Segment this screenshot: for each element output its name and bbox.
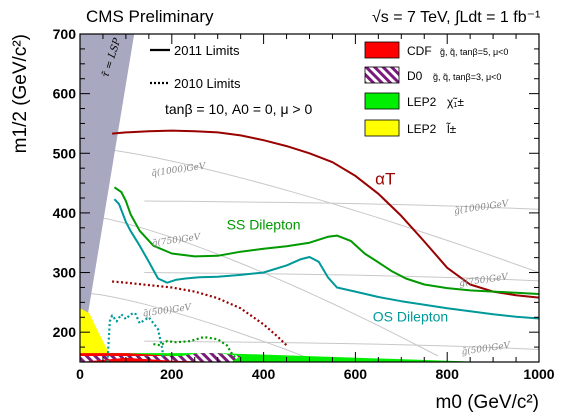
iso-mass-label: g̃(750)GeV [459, 271, 511, 289]
iso-mass-label: g̃(500)GeV [461, 340, 513, 358]
legend-2011-label: 2011 Limits [174, 43, 240, 58]
y-tick-label: 600 [53, 86, 77, 102]
squark-iso-line [89, 146, 539, 273]
iso-mass-label: g̃(1000)GeV [453, 198, 510, 217]
header-right: √s = 7 TeV, ∫Ldt = 1 fb⁻¹ [372, 9, 540, 26]
x-tick-label: 600 [344, 366, 368, 382]
legend-lep2-slepton-label: LEP2 [407, 122, 437, 136]
iso-mass-labels: q̃(1000)GeVq̃(750)GeVq̃(500)GeVg̃(1000)G… [142, 160, 513, 357]
legend-lep2-chargino-detail: χ̃₁± [447, 95, 464, 109]
legend-d0-detail: g̃, q̃, tanβ=3, μ<0 [433, 72, 502, 82]
x-tick-label: 0 [76, 366, 84, 382]
legend-cdf-label: CDF [407, 44, 432, 58]
legend-2010-label: 2010 Limits [174, 76, 241, 91]
y-tick-label: 500 [53, 145, 77, 161]
legend-lep2-chargino-label: LEP2 [407, 95, 437, 109]
d0-region [80, 353, 241, 362]
y-axis-label: m1/2 (GeV/c²) [10, 34, 31, 153]
iso-mass-lines [89, 146, 539, 362]
y-tick-label: 700 [53, 26, 77, 42]
curve-label: SS Dilepton [227, 217, 301, 233]
lsp-region [80, 34, 135, 362]
legend-d0-swatch [364, 66, 400, 84]
legend-d0-label: D0 [407, 69, 423, 83]
legend-lep2-chargino-swatch [364, 92, 400, 110]
curve--t [112, 129, 539, 299]
limit-curves [106, 129, 539, 362]
legend-cdf-detail: g̃, q̃, tanβ=5, μ<0 [440, 47, 509, 57]
x-axis-label: m0 (GeV/c²) [436, 392, 539, 413]
y-axis: 200 300 400 500 600 700 [53, 26, 539, 363]
squark-iso-line [89, 292, 319, 362]
lep2-slepton-region [80, 308, 113, 362]
curve-os-dilepton-2010- [106, 312, 164, 362]
curve-label: αT [375, 169, 395, 188]
gluino-iso-line [144, 200, 539, 210]
x-axis: 0 200 400 600 800 1000 [76, 34, 555, 382]
line-legend: 2011 Limits 2010 Limits [150, 43, 241, 91]
squark-iso-line [89, 215, 439, 357]
curve-ss-dilepton-2010- [153, 335, 237, 360]
y-tick-label: 400 [53, 205, 77, 221]
x-tick-label: 800 [436, 366, 460, 382]
y-tick-label: 300 [53, 265, 77, 281]
legend-lep2-slepton-detail: l̃± [445, 121, 456, 136]
x-tick-label: 200 [160, 366, 184, 382]
curve--t-2010- [112, 280, 288, 347]
box-legend: CDF g̃, q̃, tanβ=5, μ<0 D0 g̃, q̃, tanβ=… [364, 41, 509, 137]
legend-lep2-slepton-swatch [364, 119, 400, 137]
curve-labels: αT SS Dilepton OS Dilepton [227, 169, 449, 324]
curve-os-dilepton [113, 198, 539, 320]
gluino-iso-line [144, 272, 539, 282]
parameters-text: tanβ = 10, A0 = 0, μ > 0 [165, 101, 312, 117]
x-tick-label: 1000 [523, 366, 554, 382]
legend-cdf-swatch [364, 41, 400, 59]
curve-ss-dilepton [113, 186, 539, 295]
curve-label: OS Dilepton [373, 308, 448, 324]
iso-mass-label: q̃(500)GeV [142, 302, 194, 320]
header-left: CMS Preliminary [86, 7, 214, 26]
x-tick-label: 400 [252, 366, 276, 382]
iso-mass-label: q̃(750)GeV [151, 231, 203, 249]
y-tick-label: 200 [53, 324, 77, 340]
gluino-iso-line [144, 340, 539, 350]
